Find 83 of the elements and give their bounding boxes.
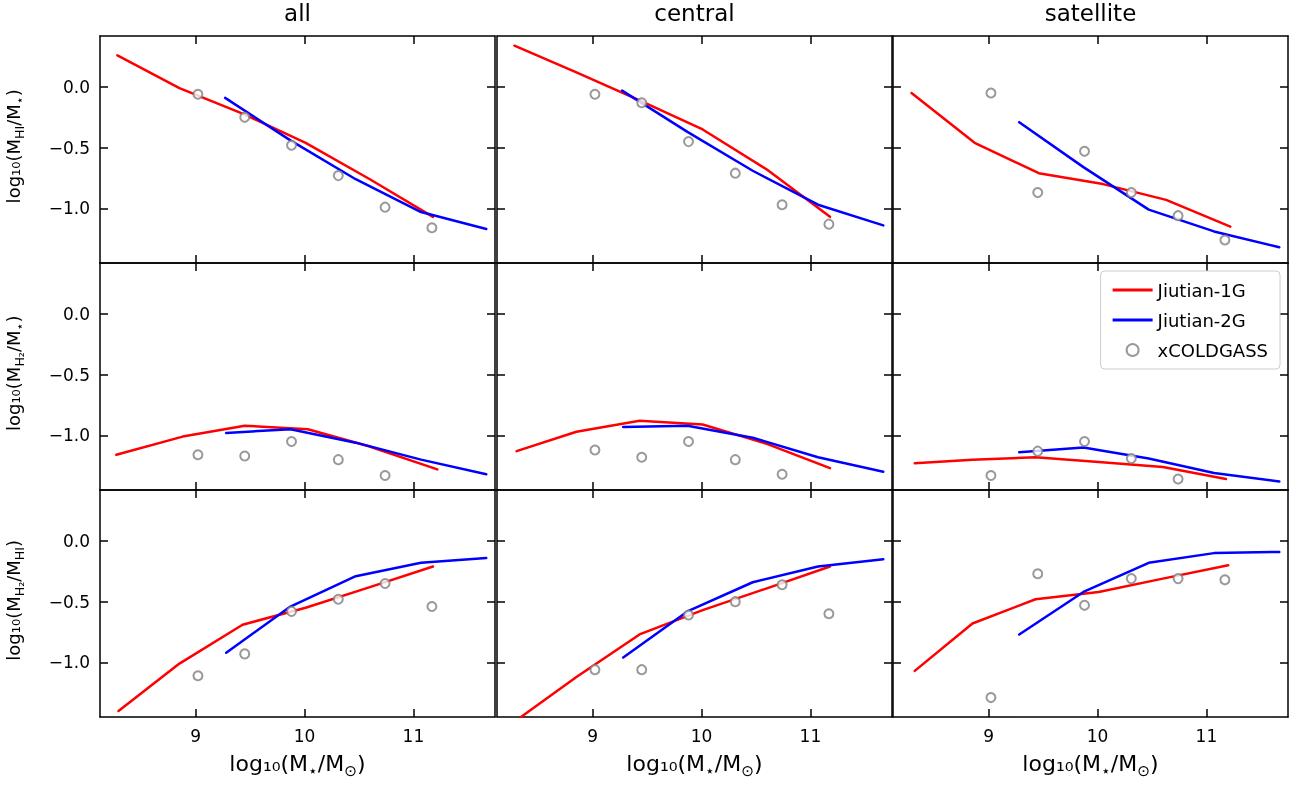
point <box>729 167 741 179</box>
point <box>636 664 648 676</box>
point <box>426 601 438 613</box>
line-series <box>116 54 435 219</box>
point <box>683 136 695 148</box>
point <box>1125 573 1137 585</box>
point <box>636 97 648 109</box>
y-tick-label: −0.5 <box>48 137 90 158</box>
point <box>192 670 204 682</box>
point <box>192 88 204 100</box>
point <box>239 450 251 462</box>
point <box>1032 445 1044 457</box>
y-tick-label: −1.0 <box>48 652 90 673</box>
legend-label: xCOLDGASS <box>1157 339 1268 361</box>
point <box>192 449 204 461</box>
point <box>239 111 251 123</box>
point <box>823 608 835 620</box>
x-tick-label: 10 <box>1086 725 1109 746</box>
point <box>683 435 695 447</box>
y-tick-label: 0.0 <box>62 76 90 97</box>
point <box>1079 599 1091 611</box>
point <box>286 435 298 447</box>
point <box>1219 234 1231 246</box>
point <box>239 648 251 660</box>
point <box>1032 187 1044 199</box>
legend-label: Jiutian-2G <box>1156 309 1246 331</box>
chart-title: central <box>653 0 736 26</box>
point <box>823 218 835 230</box>
x-tick-label: 9 <box>983 725 995 746</box>
point <box>985 469 997 481</box>
point <box>1125 187 1137 199</box>
point <box>683 609 695 621</box>
y-tick-label: 0.0 <box>62 303 90 324</box>
point <box>985 692 997 704</box>
line-series <box>224 556 488 654</box>
x-tick-label: 10 <box>293 725 316 746</box>
point <box>426 222 438 234</box>
point <box>286 139 298 151</box>
point <box>776 468 788 480</box>
chart-title: all <box>283 0 312 26</box>
y-tick-label: 0.0 <box>62 530 90 551</box>
point <box>1079 145 1091 157</box>
point <box>729 454 741 466</box>
line-series <box>117 565 435 713</box>
x-axis-title: log₁₀(M$_{⋆}$/M$_{⊙}$) <box>228 751 367 781</box>
point <box>379 201 391 213</box>
point <box>589 88 601 100</box>
point <box>1172 573 1184 585</box>
y-tick-label: −1.0 <box>48 198 90 219</box>
y-tick-label: −1.0 <box>48 425 90 446</box>
point <box>1079 435 1091 447</box>
x-tick-label: 11 <box>799 725 822 746</box>
chart-title: satellite <box>1043 0 1138 26</box>
x-tick-label: 9 <box>190 725 202 746</box>
point <box>1125 452 1137 464</box>
point <box>1172 210 1184 222</box>
point <box>776 199 788 211</box>
x-tick-label: 10 <box>690 725 713 746</box>
line-series <box>224 428 488 476</box>
point <box>589 664 601 676</box>
point <box>1172 473 1184 485</box>
line-series <box>223 96 488 231</box>
x-tick-label: 9 <box>587 725 599 746</box>
point <box>1032 568 1044 580</box>
x-tick-label: 11 <box>1195 725 1218 746</box>
point <box>776 579 788 591</box>
y-tick-label: −0.5 <box>48 591 90 612</box>
legend-label: Jiutian-1G <box>1156 279 1246 301</box>
point <box>379 577 391 589</box>
point <box>589 444 601 456</box>
point <box>332 170 344 182</box>
x-tick-label: 11 <box>402 725 425 746</box>
point <box>379 469 391 481</box>
point <box>286 605 298 617</box>
y-tick-label: −0.5 <box>48 364 90 385</box>
point <box>1219 574 1231 586</box>
point <box>729 596 741 608</box>
point <box>332 454 344 466</box>
point <box>332 593 344 605</box>
x-axis-title: log₁₀(M$_{⋆}$/M$_{⊙}$) <box>625 751 764 781</box>
point <box>985 87 997 99</box>
point <box>636 451 648 463</box>
x-axis-title: log₁₀(M$_{⋆}$/M$_{⊙}$) <box>1021 751 1160 781</box>
